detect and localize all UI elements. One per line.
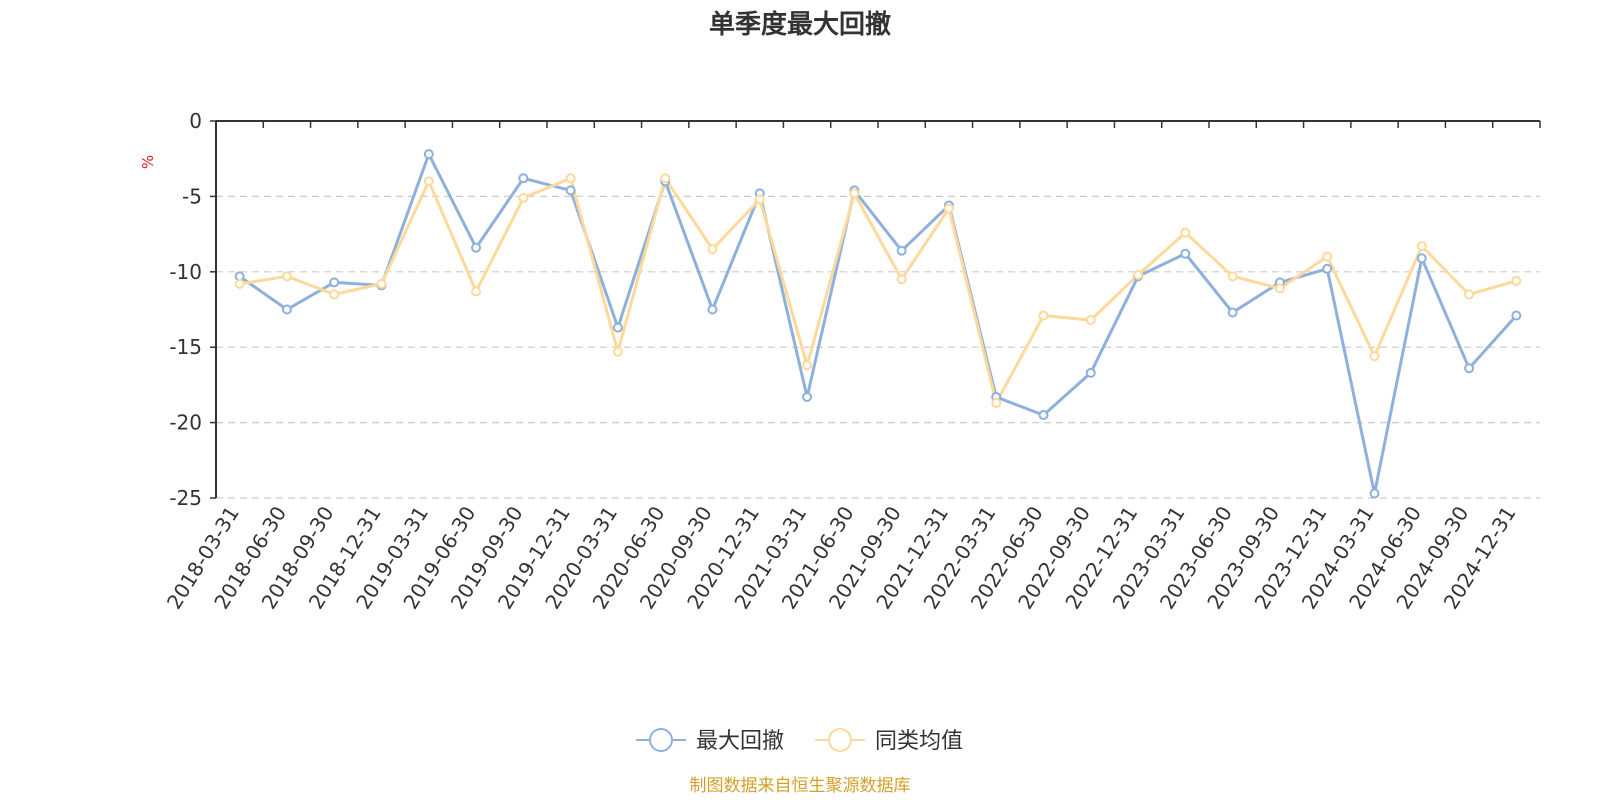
data-point-s0-18[interactable] xyxy=(1085,367,1096,378)
data-point-s1-12[interactable] xyxy=(802,360,813,371)
data-point-s0-17[interactable] xyxy=(1038,410,1049,421)
data-point-s0-12[interactable] xyxy=(802,391,813,402)
data-point-s1-23[interactable] xyxy=(1322,251,1333,262)
y-axis-unit-label: % xyxy=(139,155,157,169)
data-point-s1-0[interactable] xyxy=(234,278,245,289)
data-point-s1-11[interactable] xyxy=(754,194,765,205)
data-point-s1-9[interactable] xyxy=(660,173,671,184)
y-tick-label: -15 xyxy=(169,335,202,359)
data-point-s1-25[interactable] xyxy=(1416,241,1427,252)
data-point-s1-10[interactable] xyxy=(707,244,718,255)
data-point-s0-1[interactable] xyxy=(281,304,292,315)
y-tick-label: -20 xyxy=(169,411,202,435)
data-point-s1-6[interactable] xyxy=(518,192,529,203)
data-point-s0-8[interactable] xyxy=(612,322,623,333)
y-tick-label: 0 xyxy=(189,109,202,133)
data-point-s0-25[interactable] xyxy=(1416,253,1427,264)
data-point-s1-16[interactable] xyxy=(991,397,1002,408)
data-point-s0-2[interactable] xyxy=(329,277,340,288)
data-point-s0-5[interactable] xyxy=(471,242,482,253)
legend-item-peer-average[interactable]: 同类均值 xyxy=(815,728,963,754)
data-point-s0-26[interactable] xyxy=(1464,363,1475,374)
data-point-s0-23[interactable] xyxy=(1322,263,1333,274)
legend-swatch-circle-icon xyxy=(649,728,673,752)
legend-swatch-circle-icon xyxy=(828,728,852,752)
data-point-s1-2[interactable] xyxy=(329,289,340,300)
series-lines xyxy=(238,152,1518,495)
data-point-s1-18[interactable] xyxy=(1085,315,1096,326)
legend-label: 最大回撤 xyxy=(696,729,784,754)
legend: 最大回撤 同类均值 xyxy=(636,728,963,754)
legend-item-drawdown[interactable]: 最大回撤 xyxy=(636,728,784,754)
data-point-s1-19[interactable] xyxy=(1133,269,1144,280)
data-point-s1-13[interactable] xyxy=(849,188,860,199)
data-point-s0-6[interactable] xyxy=(518,173,529,184)
data-point-s1-3[interactable] xyxy=(376,278,387,289)
data-point-s1-17[interactable] xyxy=(1038,310,1049,321)
data-point-s0-4[interactable] xyxy=(423,149,434,160)
data-point-s0-24[interactable] xyxy=(1369,488,1380,499)
chart-title: 单季度最大回撤 xyxy=(709,9,891,40)
data-point-s1-21[interactable] xyxy=(1227,271,1238,282)
data-point-s1-20[interactable] xyxy=(1180,227,1191,238)
data-point-s0-14[interactable] xyxy=(896,245,907,256)
legend-label: 同类均值 xyxy=(875,729,963,754)
data-point-s1-7[interactable] xyxy=(565,173,576,184)
series-line-0 xyxy=(238,152,1518,495)
data-point-s0-27[interactable] xyxy=(1511,310,1522,321)
axes: 0-5-10-15-20-252018-03-312018-06-302018-… xyxy=(162,109,1541,613)
data-point-s1-14[interactable] xyxy=(896,274,907,285)
data-point-s1-15[interactable] xyxy=(943,203,954,214)
data-point-s0-7[interactable] xyxy=(565,185,576,196)
y-tick-label: -5 xyxy=(182,184,202,208)
data-point-s0-10[interactable] xyxy=(707,304,718,315)
data-point-s0-21[interactable] xyxy=(1227,307,1238,318)
data-point-s1-27[interactable] xyxy=(1511,275,1522,286)
data-point-s1-22[interactable] xyxy=(1274,283,1285,294)
y-tick-label: -25 xyxy=(169,486,202,510)
data-point-s1-5[interactable] xyxy=(471,286,482,297)
grid-lines xyxy=(216,195,1540,499)
data-points xyxy=(234,149,1522,499)
data-point-s1-8[interactable] xyxy=(612,346,623,357)
series-line-1 xyxy=(239,176,1517,405)
data-source-note: 制图数据来自恒生聚源数据库 xyxy=(690,776,911,796)
y-tick-label: -10 xyxy=(169,260,202,284)
data-point-s1-4[interactable] xyxy=(423,176,434,187)
data-point-s1-26[interactable] xyxy=(1464,289,1475,300)
data-point-s1-1[interactable] xyxy=(281,271,292,282)
data-point-s0-20[interactable] xyxy=(1180,248,1191,259)
data-point-s1-24[interactable] xyxy=(1369,351,1380,362)
